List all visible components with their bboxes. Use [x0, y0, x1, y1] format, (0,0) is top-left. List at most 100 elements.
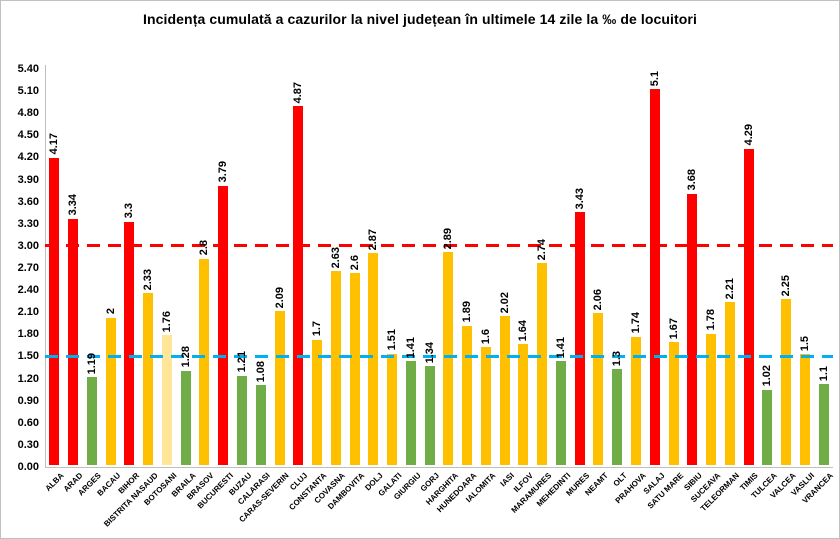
bar-value-label: 2.87: [367, 229, 380, 251]
y-tick-label: 1.20: [17, 372, 39, 385]
bar-value-label: 1.6: [479, 328, 492, 345]
reference-line-1.5: [45, 354, 833, 358]
x-category-label: ALBA: [43, 471, 66, 494]
bar-iasi: [499, 316, 510, 465]
bar-braila: [180, 370, 191, 465]
bar-value-label: 1.02: [761, 365, 774, 387]
bar-neamt: [593, 313, 604, 465]
bar-buzau: [237, 375, 247, 465]
bar-value-label: 2.06: [592, 288, 605, 311]
bar-value-label: 1.5: [798, 336, 811, 352]
bar-satu-mare: [668, 341, 679, 465]
bar-covasna: [330, 271, 341, 465]
bar-value-label: 1.41: [404, 336, 417, 359]
bar-value-label: 2.6: [348, 255, 361, 271]
bar-value-label: 2.09: [273, 286, 286, 308]
bar-dolj: [368, 253, 379, 465]
bar-value-label: 1.19: [85, 352, 98, 375]
bar-mures: [574, 212, 585, 465]
y-tick-label: 0.30: [17, 438, 39, 451]
bar-value-label: 1.3: [611, 350, 624, 367]
bar-bihor: [124, 221, 135, 465]
y-tick-label: 0.60: [17, 416, 39, 429]
bar-galati: [387, 353, 398, 465]
bar-maramures: [537, 263, 548, 465]
bar-value-label: 3.68: [686, 169, 699, 191]
bar-value-label: 3.3: [123, 203, 136, 219]
bar-value-label: 1.34: [423, 341, 436, 364]
bar-value-label: 2.02: [498, 291, 511, 314]
bar-value-label: 1.51: [386, 329, 399, 351]
bar-value-label: 1.7: [311, 321, 324, 337]
y-tick-label: 3.60: [17, 195, 39, 208]
bar-value-label: 4.87: [292, 81, 305, 104]
bar-ialomita: [480, 347, 491, 465]
bar-gorj: [424, 366, 435, 465]
bar-bucuresti: [218, 185, 229, 465]
bar-sibiu: [687, 193, 698, 465]
y-tick-label: 4.50: [17, 129, 39, 142]
bar-value-label: 2.74: [536, 238, 549, 261]
bar-giurgiu: [405, 361, 416, 465]
x-axis-line: [45, 467, 833, 468]
bar-brasov: [199, 258, 210, 465]
bar-constanta: [312, 339, 323, 465]
bar-value-label: 2.89: [442, 227, 455, 249]
bar-value-label: 3.34: [67, 194, 80, 216]
bar-mehedinti: [555, 361, 566, 465]
y-tick-label: 2.40: [17, 284, 39, 297]
bar-value-label: 1.74: [630, 312, 642, 334]
bar-tulcea: [762, 389, 773, 465]
bar-valcea: [781, 299, 792, 465]
y-tick-label: 5.10: [17, 85, 39, 98]
bar-alba: [49, 157, 60, 465]
bar-vaslui: [799, 354, 810, 465]
bar-bacau: [105, 317, 116, 465]
bar-value-label: 1.21: [236, 351, 248, 373]
bar-value-label: 3.43: [573, 187, 586, 210]
bar-value-label: 1.89: [461, 301, 474, 323]
bar-value-label: 3.79: [217, 161, 230, 183]
bar-value-label: 1.76: [160, 310, 173, 333]
bar-value-label: 1.64: [517, 319, 530, 342]
y-tick-label: 5.40: [17, 63, 39, 75]
bar-bistrita-nasaud: [143, 293, 154, 465]
bar-value-label: 2: [104, 308, 117, 315]
bar-value-label: 2.8: [198, 240, 211, 256]
bar-dambovita: [349, 273, 360, 465]
bar-value-label: 1.41: [554, 336, 567, 359]
bar-arges: [86, 377, 97, 465]
bar-value-label: 1.1: [817, 365, 830, 381]
y-tick-label: 0.00: [17, 461, 39, 473]
bar-value-label: 1.78: [705, 309, 718, 331]
bar-arad: [68, 218, 79, 465]
bar-value-label: 4.17: [48, 133, 61, 155]
bar-value-label: 2.21: [723, 277, 736, 300]
bar-value-label: 2.63: [329, 246, 342, 269]
bar-ilfov: [518, 344, 529, 465]
reference-line-3: [45, 244, 833, 248]
y-axis-line: [45, 65, 46, 467]
bar-value-label: 1.28: [179, 346, 192, 368]
bar-calarasi: [255, 385, 266, 465]
bar-value-label: 1.08: [254, 360, 267, 383]
bar-botosani: [161, 335, 172, 465]
bar-value-label: 2.33: [142, 268, 155, 291]
bar-value-label: 2.25: [780, 274, 793, 297]
y-tick-label: 0.90: [17, 394, 39, 407]
y-tick-label: 3.30: [17, 217, 39, 230]
bar-value-label: 1.67: [667, 317, 680, 339]
bar-value-label: 4.29: [742, 124, 755, 146]
y-tick-label: 2.10: [17, 306, 39, 319]
bar-olt: [612, 369, 623, 465]
bar-salaj: [649, 89, 660, 465]
bar-hunedoara: [462, 325, 473, 465]
y-tick-label: 4.20: [17, 151, 39, 164]
bar-vrancea: [818, 383, 829, 465]
y-tick-label: 2.70: [17, 262, 39, 274]
y-tick-label: 4.80: [17, 107, 39, 120]
bar-cluj: [293, 106, 304, 465]
bar-prahova: [631, 336, 641, 465]
